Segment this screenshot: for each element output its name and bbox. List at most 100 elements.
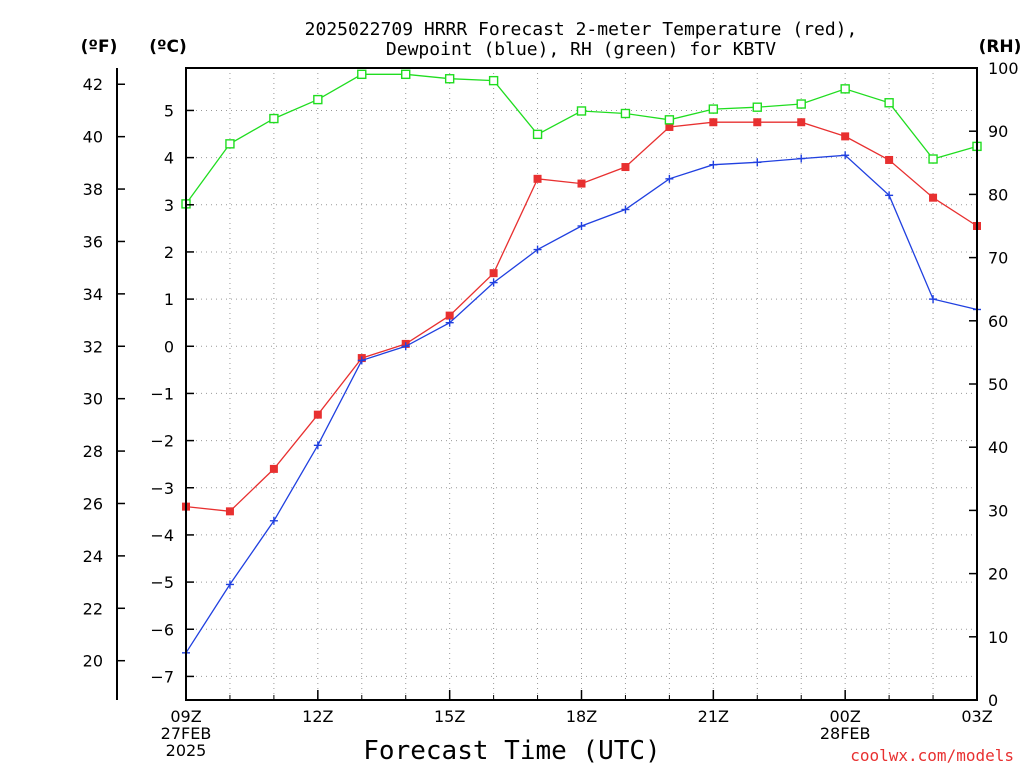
dewpoint-point: [665, 174, 674, 183]
axes-layer: −7−6−5−4−3−2−101234520222426283032343638…: [83, 59, 1019, 760]
rh-tick-label: 20: [988, 565, 1008, 584]
x-tick-label: 09Z: [170, 707, 201, 726]
rh-point: [225, 139, 235, 149]
grid-lines: [186, 68, 977, 700]
celsius-tick-label: −3: [150, 479, 174, 498]
dewpoint-point: [401, 342, 410, 351]
dewpoint-point: [621, 205, 630, 214]
rh-point: [708, 104, 719, 114]
dewpoint-point: [841, 151, 850, 160]
rh-tick-label: 30: [988, 501, 1008, 520]
fahrenheit-tick-label: 38: [83, 180, 103, 199]
celsius-tick-label: −7: [150, 667, 174, 686]
fahrenheit-tick-label: 24: [83, 547, 103, 566]
x-tick-label: 12Z: [302, 707, 333, 726]
watermark: coolwx.com/models: [850, 746, 1014, 765]
dewpoint-point: [269, 516, 278, 525]
x-tick-label: 21Z: [698, 707, 729, 726]
temperature-point: [577, 179, 586, 188]
fahrenheit-tick-label: 20: [83, 652, 103, 671]
celsius-tick-label: 0: [164, 337, 174, 356]
rh-point: [401, 69, 411, 80]
rh-point: [488, 75, 499, 86]
rh-tick-label: 70: [988, 249, 1008, 268]
rh-point: [840, 84, 850, 94]
chart-title-line1: 2025022709 HRRR Forecast 2-meter Tempera…: [305, 19, 858, 40]
x-axis-title: Forecast Time (UTC): [363, 736, 660, 766]
rh-point: [752, 102, 762, 112]
rh-point: [444, 74, 455, 84]
celsius-tick-label: −4: [150, 526, 174, 545]
rh-point: [576, 106, 587, 116]
celsius-tick-label: 5: [164, 101, 174, 120]
temperature-point: [797, 118, 806, 127]
temperature-point: [621, 163, 630, 172]
x-tick-label: 28FEB: [820, 724, 871, 743]
dewpoint-point: [709, 160, 718, 169]
dewpoint-point: [577, 222, 586, 230]
temperature-point: [753, 118, 762, 127]
x-tick-label: 03Z: [961, 707, 992, 726]
rh-tick-label: 40: [988, 438, 1008, 457]
dewpoint-point: [313, 441, 322, 450]
dewpoint-point: [533, 245, 542, 254]
chart-title-line2: Dewpoint (blue), RH (green) for KBTV: [386, 39, 776, 60]
temperature-point: [665, 122, 674, 131]
dewpoint-point: [753, 158, 762, 167]
temperature-point: [841, 132, 850, 141]
dewpoint-point: [225, 580, 234, 589]
fahrenheit-tick-label: 42: [83, 75, 103, 94]
temperature-point: [489, 269, 498, 278]
dewpoint-point: [929, 295, 938, 304]
rh-point: [620, 108, 631, 119]
celsius-tick-label: 3: [164, 196, 174, 215]
fahrenheit-tick-label: 34: [83, 285, 103, 304]
x-tick-label: 2025: [166, 741, 207, 760]
fahrenheit-tick-label: 32: [83, 337, 103, 356]
dewpoint-point: [885, 191, 894, 200]
rh-tick-label: 50: [988, 375, 1008, 394]
x-tick-label: 27FEB: [161, 724, 212, 743]
x-tick-label: 18Z: [566, 707, 597, 726]
fahrenheit-tick-label: 30: [83, 390, 103, 409]
rh-tick-label: 10: [988, 628, 1008, 647]
rh-tick-label: 0: [988, 691, 998, 710]
celsius-tick-label: 4: [164, 149, 174, 168]
temperature-point: [885, 155, 894, 164]
rh-point: [884, 98, 894, 108]
celsius-tick-label: −5: [150, 573, 174, 592]
rh-point: [357, 69, 367, 80]
rh-point: [532, 129, 543, 140]
dewpoint-point: [797, 154, 806, 163]
rh-point: [796, 99, 806, 109]
rh-point: [269, 113, 279, 124]
dewpoint-point: [445, 318, 454, 327]
rh-tick-label: 100: [988, 59, 1019, 78]
dewpoint-point: [357, 356, 366, 365]
fahrenheit-tick-label: 26: [83, 494, 103, 513]
celsius-tick-label: −2: [150, 432, 174, 451]
celsius-tick-label: 1: [164, 290, 174, 309]
fahrenheit-tick-label: 40: [83, 128, 103, 147]
temperature-point: [225, 507, 234, 516]
temperature-point: [269, 464, 278, 473]
rh-point: [313, 94, 323, 105]
x-tick-label: 00Z: [830, 707, 861, 726]
celsius-unit-label: (ºC): [149, 37, 187, 57]
rh-tick-label: 90: [988, 122, 1008, 141]
rh-point: [928, 154, 938, 164]
celsius-tick-label: −6: [150, 620, 174, 639]
temperature-point: [929, 193, 938, 202]
temperature-point: [533, 174, 542, 183]
rh-point: [664, 115, 675, 125]
fahrenheit-tick-label: 36: [83, 232, 103, 251]
temperature-point: [709, 118, 718, 127]
temperature-point: [445, 311, 454, 320]
fahrenheit-unit-label: (ºF): [81, 37, 118, 57]
fahrenheit-tick-label: 28: [83, 442, 103, 461]
fahrenheit-tick-label: 22: [83, 599, 103, 618]
celsius-tick-label: −1: [150, 384, 174, 403]
rh-unit-label: (RH): [979, 37, 1022, 57]
temperature-point: [313, 410, 322, 419]
